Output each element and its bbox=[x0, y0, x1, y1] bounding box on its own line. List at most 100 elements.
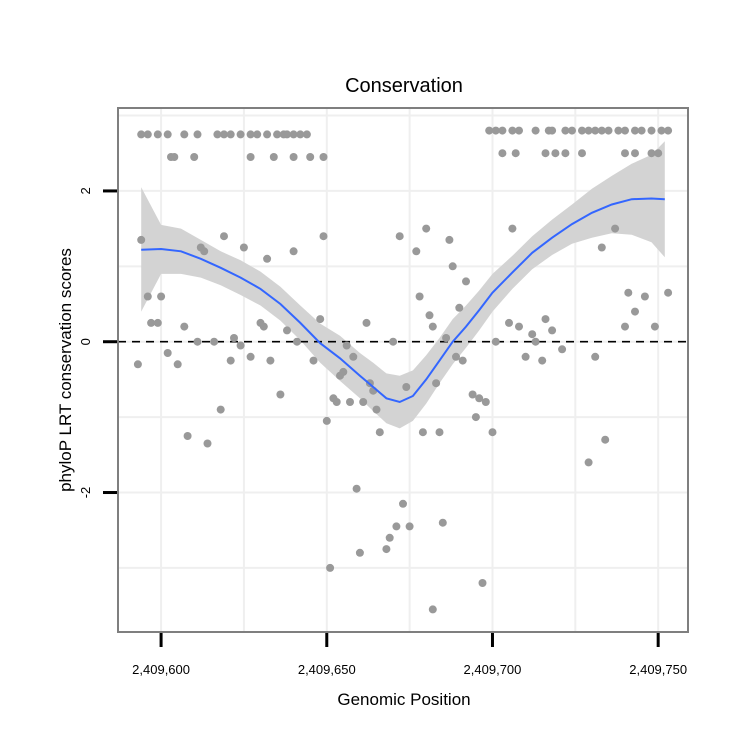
data-point bbox=[621, 322, 629, 331]
y-tick-label: 0 bbox=[78, 338, 93, 345]
data-point bbox=[445, 235, 454, 244]
data-point bbox=[511, 149, 520, 158]
data-point bbox=[226, 130, 235, 139]
data-point bbox=[246, 352, 255, 361]
data-point bbox=[614, 126, 623, 135]
data-point bbox=[375, 428, 384, 437]
x-tick-label: 2,409,750 bbox=[629, 662, 687, 677]
data-point bbox=[664, 288, 673, 297]
data-point bbox=[631, 307, 639, 316]
data-point bbox=[389, 337, 398, 346]
data-point bbox=[173, 360, 182, 369]
data-point bbox=[133, 360, 142, 369]
data-point bbox=[399, 499, 407, 508]
data-point bbox=[210, 337, 219, 346]
data-point bbox=[491, 337, 500, 346]
data-point bbox=[143, 130, 152, 139]
data-point bbox=[591, 126, 600, 135]
data-point bbox=[528, 330, 537, 339]
data-point bbox=[213, 130, 222, 139]
data-point bbox=[531, 126, 540, 135]
data-point bbox=[339, 367, 348, 376]
data-point bbox=[220, 130, 228, 139]
confidence-ribbon bbox=[141, 141, 665, 429]
data-point bbox=[200, 247, 209, 256]
data-point bbox=[541, 315, 550, 324]
data-point bbox=[422, 224, 431, 233]
data-point bbox=[349, 352, 358, 361]
chart-title: Conservation bbox=[345, 75, 463, 97]
data-point bbox=[442, 334, 451, 342]
data-point bbox=[266, 356, 275, 365]
data-point bbox=[505, 318, 513, 327]
data-point bbox=[428, 605, 437, 614]
y-tick-label: 2 bbox=[78, 187, 93, 194]
x-tick-label: 2,409,700 bbox=[464, 662, 522, 677]
data-point bbox=[448, 262, 457, 271]
data-point bbox=[236, 341, 245, 350]
data-point bbox=[621, 126, 629, 135]
x-axis: 2,409,600 2,409,650 2,409,700 2,409,750 bbox=[132, 633, 687, 677]
data-point bbox=[332, 398, 341, 406]
data-point bbox=[382, 545, 391, 554]
data-point bbox=[640, 292, 649, 301]
data-point bbox=[180, 130, 189, 139]
data-point bbox=[306, 153, 315, 161]
data-point bbox=[475, 394, 484, 403]
data-point bbox=[558, 345, 567, 354]
data-point bbox=[193, 130, 202, 139]
data-point bbox=[283, 326, 291, 335]
data-point bbox=[654, 149, 663, 158]
data-point bbox=[143, 292, 152, 301]
data-point bbox=[220, 232, 228, 241]
data-point bbox=[611, 224, 620, 233]
data-point bbox=[263, 130, 272, 139]
data-point bbox=[170, 153, 179, 161]
data-point bbox=[302, 130, 311, 139]
y-tick-label: -2 bbox=[78, 487, 93, 499]
data-point bbox=[412, 247, 421, 256]
data-point bbox=[289, 247, 298, 256]
data-point bbox=[515, 126, 523, 135]
x-axis-label: Genomic Position bbox=[337, 690, 470, 709]
data-point bbox=[631, 149, 639, 158]
data-point bbox=[309, 356, 318, 365]
data-point bbox=[425, 311, 434, 320]
data-point bbox=[392, 522, 401, 531]
data-point bbox=[584, 458, 593, 467]
data-point bbox=[418, 428, 427, 437]
data-point bbox=[147, 318, 156, 327]
smooth-trend-line bbox=[141, 197, 665, 404]
data-point bbox=[346, 398, 354, 406]
data-point bbox=[163, 349, 172, 357]
panel-border bbox=[117, 107, 689, 633]
data-point bbox=[578, 149, 586, 158]
data-point bbox=[601, 435, 610, 444]
data-point bbox=[428, 322, 437, 331]
data-point bbox=[591, 352, 600, 361]
data-point bbox=[293, 337, 301, 346]
data-point bbox=[157, 292, 166, 301]
data-point bbox=[230, 334, 238, 342]
x-tick-label: 2,409,600 bbox=[132, 662, 190, 677]
data-point bbox=[289, 153, 298, 161]
data-point bbox=[183, 432, 192, 440]
data-point bbox=[322, 416, 331, 425]
data-point bbox=[342, 341, 351, 350]
y-axis: -2 0 2 bbox=[78, 187, 117, 498]
data-point bbox=[498, 149, 507, 158]
data-point bbox=[216, 405, 225, 414]
data-point bbox=[468, 390, 477, 399]
data-point bbox=[541, 149, 550, 158]
data-point bbox=[624, 288, 633, 297]
data-point bbox=[326, 563, 335, 572]
data-point bbox=[478, 579, 487, 587]
data-point bbox=[515, 322, 523, 331]
data-point bbox=[415, 292, 424, 301]
data-point bbox=[316, 315, 325, 324]
data-point bbox=[239, 243, 248, 252]
data-point bbox=[488, 428, 497, 437]
data-point bbox=[664, 126, 673, 135]
data-point bbox=[137, 130, 146, 139]
data-point bbox=[561, 126, 570, 135]
